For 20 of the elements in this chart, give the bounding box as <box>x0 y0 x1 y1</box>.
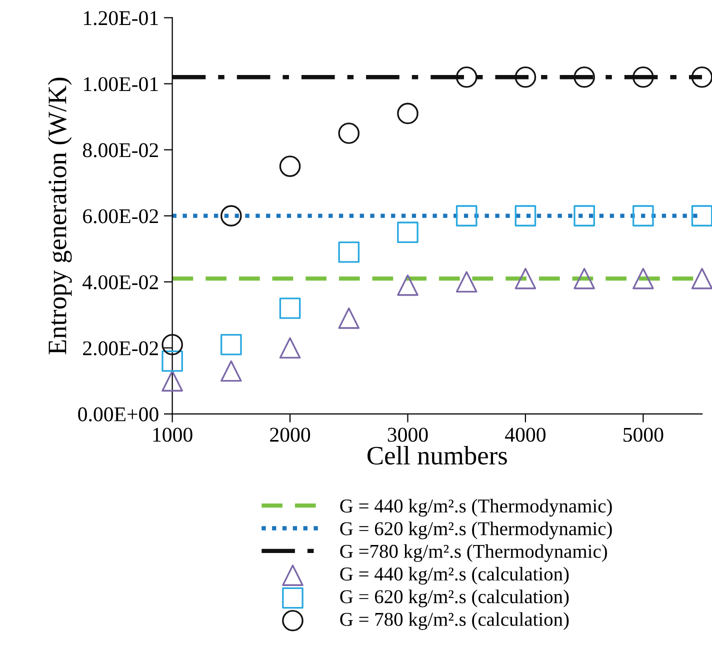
y-tick-label: 1.00E-01 <box>84 77 158 92</box>
x-tick-label: 5000 <box>624 428 664 442</box>
x-axis-title: Cell numbers <box>368 446 507 465</box>
x-tick-label: 3000 <box>388 428 428 442</box>
legend-label: G = 440 kg/m².s (calculation) <box>340 566 569 585</box>
y-tick-label: 1.20E-01 <box>84 11 158 26</box>
y-tick-label: 6.00E-02 <box>83 209 158 224</box>
x-tick-label: 4000 <box>505 428 546 442</box>
y-tick-label: 8.00E-02 <box>82 143 158 158</box>
y-tick-label: 4.00E-02 <box>82 275 158 290</box>
y-tick-label: 0.00E+00 <box>78 407 158 422</box>
legend-label: G = 440 kg/m².s (Thermodynamic) <box>340 498 612 517</box>
y-tick-label: 2.00E-02 <box>83 341 158 356</box>
legend-label: G =780 kg/m².s (Thermodynamic) <box>340 544 607 562</box>
legend-label: G = 780 kg/m².s (calculation) <box>340 612 569 630</box>
x-tick-label: 1000 <box>153 428 192 442</box>
x-tick-label: 2000 <box>270 428 310 442</box>
legend-label: G = 620 kg/m².s (calculation) <box>340 590 569 608</box>
y-axis-title: Entropy generation (W/K) <box>48 78 72 354</box>
legend-label: G = 620 kg/m².s (Thermodynamic) <box>340 522 612 540</box>
